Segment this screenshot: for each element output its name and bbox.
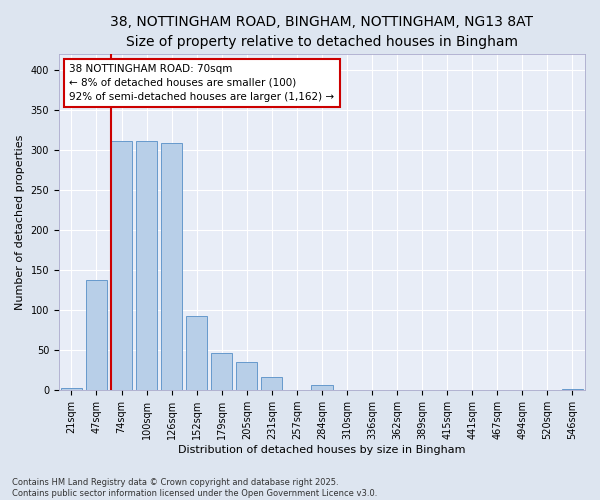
X-axis label: Distribution of detached houses by size in Bingham: Distribution of detached houses by size … — [178, 445, 466, 455]
Bar — [111, 141, 132, 390]
Bar — [161, 142, 182, 390]
Title: 38, NOTTINGHAM ROAD, BINGHAM, NOTTINGHAM, NG13 8AT
Size of property relative to : 38, NOTTINGHAM ROAD, BINGHAM, NOTTINGHAM… — [110, 15, 533, 48]
Bar — [86, 280, 107, 390]
Y-axis label: Number of detached properties: Number of detached properties — [15, 134, 25, 310]
Text: Contains HM Land Registry data © Crown copyright and database right 2025.
Contai: Contains HM Land Registry data © Crown c… — [12, 478, 377, 498]
Text: 38 NOTTINGHAM ROAD: 70sqm
← 8% of detached houses are smaller (100)
92% of semi-: 38 NOTTINGHAM ROAD: 70sqm ← 8% of detach… — [70, 64, 335, 102]
Bar — [236, 362, 257, 390]
Bar — [186, 316, 208, 390]
Bar — [136, 141, 157, 390]
Bar — [211, 354, 232, 390]
Bar — [311, 386, 332, 390]
Bar — [261, 376, 283, 390]
Bar — [61, 388, 82, 390]
